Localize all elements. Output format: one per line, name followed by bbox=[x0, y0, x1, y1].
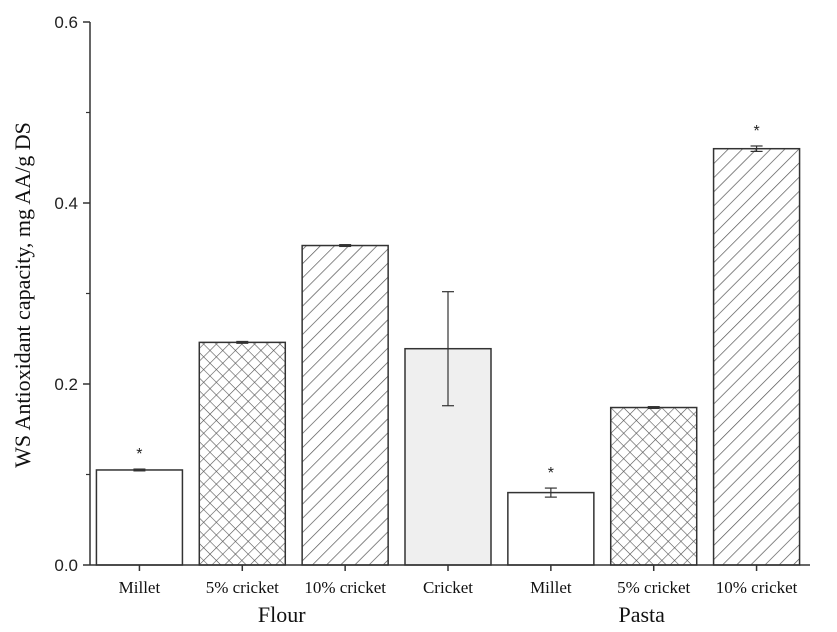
x-tick-label: Millet bbox=[530, 578, 572, 597]
x-tick-label: 10% cricket bbox=[716, 578, 798, 597]
bars: * * * bbox=[95, 123, 801, 566]
bar bbox=[507, 491, 595, 566]
bar bbox=[712, 147, 801, 566]
y-tick-label: 0.2 bbox=[54, 375, 78, 394]
x-axis-tick-labels: Millet 5% cricket 10% cricket Cricket Millet… bbox=[119, 565, 798, 597]
x-tick-label: Millet bbox=[119, 578, 161, 597]
group-label: Flour bbox=[258, 602, 306, 627]
group-label: Pasta bbox=[618, 602, 665, 627]
y-tick-label: 0.4 bbox=[54, 194, 78, 213]
group-labels: Flour Pasta bbox=[258, 602, 665, 627]
significance-marker: * bbox=[548, 465, 554, 482]
x-tick-label: Cricket bbox=[423, 578, 473, 597]
x-tick-label: 5% cricket bbox=[206, 578, 279, 597]
bar bbox=[198, 341, 287, 566]
y-axis-ticks: 0.0 0.2 0.4 0.6 bbox=[54, 13, 90, 575]
y-tick-label: 0.0 bbox=[54, 556, 78, 575]
y-tick-label: 0.6 bbox=[54, 13, 78, 32]
significance-marker: * bbox=[753, 123, 759, 140]
bar bbox=[95, 469, 184, 566]
significance-marker: * bbox=[136, 446, 142, 463]
bar bbox=[301, 244, 389, 566]
bar bbox=[609, 406, 698, 566]
x-tick-label: 5% cricket bbox=[617, 578, 690, 597]
x-tick-label: 10% cricket bbox=[304, 578, 386, 597]
y-axis-label: WS Antioxidant capacity, mg AA/g DS bbox=[10, 122, 35, 468]
